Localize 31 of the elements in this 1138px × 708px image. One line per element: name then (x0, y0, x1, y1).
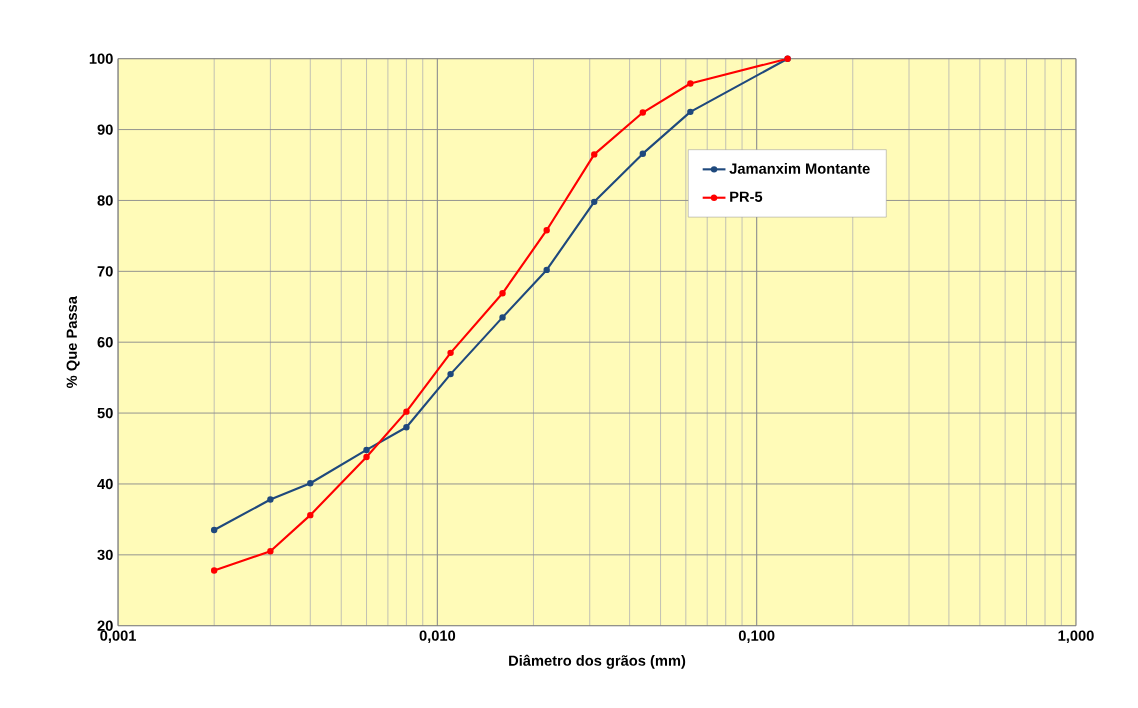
point (210, 526, 218, 534)
y-tick-label: 50 (97, 407, 113, 419)
point (210, 567, 218, 574)
point (591, 198, 598, 205)
point (403, 408, 410, 415)
x-tick-label: 1,000 (1058, 630, 1094, 643)
legend-label: Jamanxim Montante (729, 162, 870, 174)
point (687, 108, 694, 115)
point (687, 80, 694, 87)
point (639, 150, 647, 157)
y-tick-label: 30 (97, 549, 113, 560)
y-axis-title: % Que Passa (66, 295, 80, 388)
y-tick-label: 20 (97, 620, 113, 631)
y-tick-label: 40 (97, 478, 113, 489)
point (403, 423, 410, 431)
point (307, 479, 314, 487)
y-tick-label: 80 (97, 195, 113, 206)
x-axis-title: Diâmetro dos grãos (mm) (509, 654, 686, 669)
y-tick-label: 90 (97, 124, 113, 135)
y-tick-label: 100 (89, 53, 113, 64)
x-tick-label: 0,100 (738, 630, 775, 643)
y-tick-label: 70 (97, 265, 113, 277)
point (591, 150, 598, 158)
x-tick-label: 0,010 (419, 630, 456, 643)
point (543, 266, 550, 273)
legend-label: PR-5 (730, 191, 763, 202)
point (307, 511, 314, 519)
point (639, 109, 647, 116)
point (543, 226, 550, 234)
x-tick-label: 0,001 (100, 630, 136, 643)
y-tick-label: 60 (97, 336, 113, 348)
